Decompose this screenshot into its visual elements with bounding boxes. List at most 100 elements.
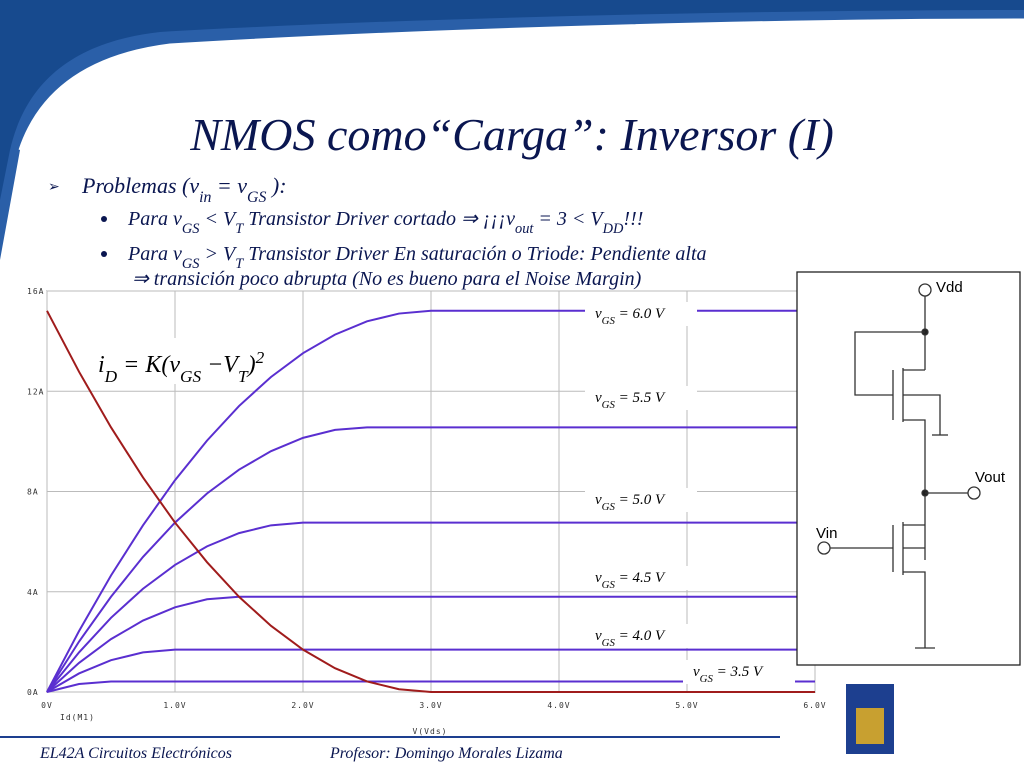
logo-shield	[856, 708, 884, 744]
formula: iD = K(vGS −VT)2	[98, 348, 265, 386]
y-tick-label: 8A	[27, 488, 39, 497]
text-run: −V	[201, 352, 240, 378]
bullet-arrow: ➢	[48, 179, 60, 195]
text-run: = 3 < V	[533, 208, 605, 230]
text-run: = 5.0 V	[615, 492, 666, 508]
text-run: v	[595, 628, 602, 644]
text-run: v	[595, 306, 602, 322]
vin-label: Vin	[816, 525, 837, 542]
subscript: out	[515, 221, 534, 237]
series-label: vGS = 4.0 V	[595, 628, 666, 649]
text-run: Para v	[127, 243, 182, 265]
subscript: GS	[602, 637, 616, 649]
bullet-dot	[101, 251, 107, 257]
subscript: GS	[602, 315, 616, 327]
subscript: GS	[602, 399, 616, 411]
circuit-box	[796, 271, 1021, 666]
y-tick-label: 0A	[27, 688, 39, 697]
x-tick-label: 6.0V	[803, 701, 826, 710]
text-run: Para v	[127, 208, 182, 230]
text-run: !!!	[623, 208, 643, 230]
y-axis-label: Id(M1)	[60, 713, 95, 722]
x-tick-label: 1.0V	[163, 701, 186, 710]
text-run: > V	[199, 243, 237, 265]
footer-course: EL42A Circuitos Electrónicos	[39, 745, 232, 762]
wire	[903, 571, 926, 648]
bullet-dot	[101, 216, 107, 222]
subscript: GS	[247, 189, 266, 206]
subscript: GS	[182, 256, 200, 272]
bullet-text: ⇒ transición poco abrupta (No es bueno p…	[132, 268, 642, 290]
series-line	[46, 648, 815, 693]
x-tick-label: 3.0V	[419, 701, 442, 710]
footer-professor: Profesor: Domingo Morales Lizama	[329, 745, 563, 762]
label-box	[585, 488, 697, 512]
bullet-text: Problemas (vin = vGS ):	[81, 173, 287, 206]
series-line	[46, 310, 815, 693]
wire	[903, 419, 926, 560]
superscript: 2	[256, 348, 265, 367]
text-run: Transistor Driver cortado ⇒ ¡¡¡v	[243, 208, 515, 230]
text-run: = v	[211, 173, 247, 198]
series-label: vGS = 5.5 V	[595, 390, 666, 411]
text-run: < V	[199, 208, 237, 230]
formula-box	[92, 338, 262, 384]
subscript: GS	[180, 367, 201, 386]
x-axis-label: V(Vds)	[413, 727, 448, 736]
x-tick-label: 2.0V	[291, 701, 314, 710]
text-run: v	[595, 570, 602, 586]
wire	[903, 394, 941, 435]
text-run: i	[98, 352, 105, 378]
circuit	[796, 271, 1021, 666]
subscript: T	[235, 221, 244, 237]
slide-title: NMOS como“Carga”: Inversor (I)	[189, 109, 834, 160]
series-label: vGS = 4.5 V	[595, 570, 666, 591]
x-tick-label: 5.0V	[675, 701, 698, 710]
subscript: T	[238, 367, 249, 386]
wire	[854, 331, 925, 396]
text-run: ):	[266, 173, 286, 198]
x-tick-label: 0V	[41, 701, 53, 710]
series-line	[46, 680, 815, 693]
series-label: vGS = 6.0 V	[595, 306, 666, 327]
bullet-text: Para vGS < VT Transistor Driver cortado …	[127, 208, 643, 237]
text-run: = 5.5 V	[615, 390, 666, 406]
vout-terminal	[967, 486, 981, 500]
subscript: in	[199, 189, 211, 206]
vdd-label: Vdd	[936, 279, 963, 296]
text-run: Transistor Driver En saturación o Triode…	[243, 243, 706, 265]
label-box	[585, 624, 697, 648]
subscript: GS	[182, 221, 200, 237]
series-line	[46, 521, 815, 693]
text-run: )	[246, 352, 256, 378]
header-band-dark	[0, 0, 1024, 200]
header-swoosh	[18, 18, 1024, 151]
subscript: GS	[700, 673, 714, 685]
series-label: vGS = 3.5 V	[693, 664, 764, 685]
text-run: v	[595, 492, 602, 508]
label-box	[585, 566, 697, 590]
text-run: = 3.5 V	[713, 664, 764, 680]
label-box	[683, 660, 795, 684]
text-run: v	[595, 390, 602, 406]
chart: 0A 4A 8A 12A 16A 0V 1.0V 2.0V 3.0V 4.0V 5.0V 6.0V Id…	[27, 287, 826, 736]
label-box	[585, 302, 697, 326]
subscript: GS	[602, 501, 616, 513]
y-tick-label: 16A	[27, 287, 44, 296]
bullets: ➢ Problemas (vin = vGS ):Para vGS < VT Tr…	[48, 173, 707, 290]
series-line	[46, 426, 815, 693]
vout-label: Vout	[975, 469, 1006, 486]
text-run: = 6.0 V	[615, 306, 666, 322]
bullet-text: Para vGS > VT Transistor Driver En satur…	[127, 243, 707, 272]
text-run: = K(v	[117, 352, 180, 378]
subscript: D	[104, 367, 118, 386]
series-line	[46, 595, 815, 693]
text-run: = 4.0 V	[615, 628, 666, 644]
y-tick-label: 12A	[27, 387, 44, 396]
x-tick-label: 4.0V	[547, 701, 570, 710]
label-box	[585, 386, 697, 410]
text-run: v	[693, 664, 700, 680]
subscript: T	[235, 256, 244, 272]
